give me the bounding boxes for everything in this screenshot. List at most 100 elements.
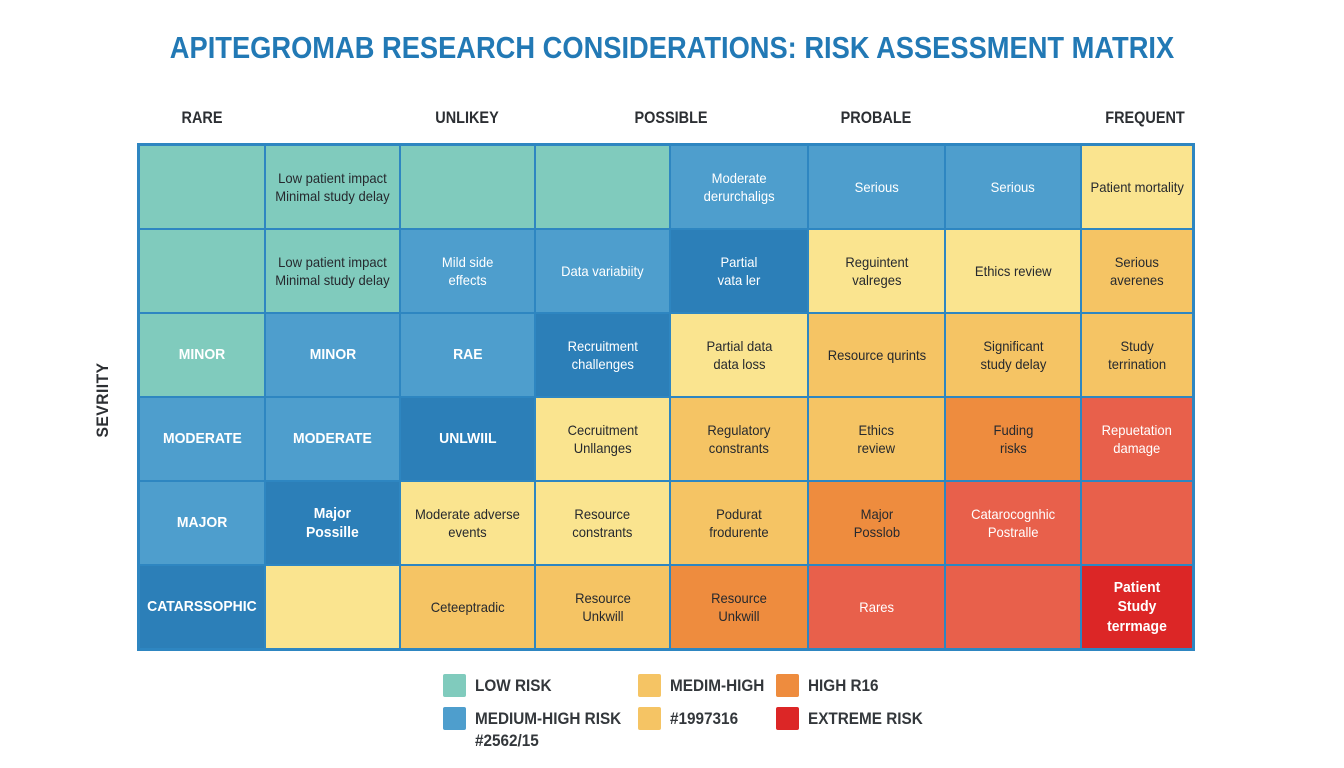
legend-item: EXTREME RISK	[776, 707, 936, 730]
matrix-cell: Ceteeptradic	[400, 565, 535, 649]
matrix-cell-text: Ceteeptradic	[430, 598, 505, 615]
matrix-cell-text: Major Possille	[306, 504, 359, 542]
legend-item: MEDIUM-HIGH RISK #2562/15	[443, 707, 637, 752]
matrix-cell-text: Patient Study terrmage	[1107, 578, 1167, 635]
matrix-cell-text: Recruitment challenges	[567, 337, 638, 372]
matrix-cell: Serious	[808, 145, 945, 229]
legend-label: MEDIM-HIGH	[670, 676, 765, 695]
matrix-cell: Low patient impact Minimal study delay	[265, 229, 400, 313]
legend-label: #1997316	[670, 709, 739, 728]
likelihood-header-row: RARE UNLIKEY POSSIBLE PROBALE FREQUENT	[137, 108, 1191, 134]
matrix-cell	[535, 145, 670, 229]
matrix-cell-text: MINOR	[309, 346, 356, 364]
matrix-cell: Patient Study terrmage	[1081, 565, 1193, 649]
matrix-cell-text: Serious averenes	[1110, 253, 1164, 288]
legend-swatch-extreme-risk	[776, 707, 799, 730]
matrix-cell: Resource qurints	[808, 313, 945, 397]
matrix-cell-text: Patient mortality	[1090, 178, 1184, 195]
matrix-cell-text: Moderate adverse events	[415, 505, 520, 540]
matrix-cell-text: UNLWIIL	[438, 430, 497, 448]
matrix-cell: Partial vata ler	[670, 229, 808, 313]
matrix-cell: UNLWIIL	[400, 397, 535, 481]
matrix-cell-text: Catarocognhic Postralle	[971, 505, 1055, 540]
matrix-cell: Ethics review	[808, 397, 945, 481]
legend-label: MEDIUM-HIGH RISK	[475, 709, 622, 728]
matrix-cell: MAJOR	[139, 481, 265, 565]
matrix-cell: Partial data data loss	[670, 313, 808, 397]
legend-swatch-medium-high-risk	[443, 707, 466, 730]
column-header-possible: POSSIBLE	[634, 108, 708, 127]
matrix-cell-text: MAJOR	[176, 514, 228, 532]
matrix-cell-text: Study terrination	[1108, 337, 1166, 372]
severity-axis-label: SEVRIITY	[93, 362, 112, 438]
matrix-cell: Study terrination	[1081, 313, 1193, 397]
matrix-cell: Serious averenes	[1081, 229, 1193, 313]
matrix-cell: Resource Unkwill	[670, 565, 808, 649]
matrix-cell	[945, 565, 1081, 649]
matrix-cell-text: Low patient impact Minimal study delay	[275, 169, 390, 204]
matrix-cell-text: Resource qurints	[827, 346, 926, 363]
legend-item: #1997316	[638, 707, 746, 730]
matrix-cell	[139, 229, 265, 313]
legend-swatch-high-risk	[776, 674, 799, 697]
matrix-cell-text: Regulatory constrants	[707, 421, 771, 456]
matrix-cell: RAE	[400, 313, 535, 397]
matrix-cell-text: Major Posslob	[853, 505, 900, 540]
matrix-cell: Podurat frodurente	[670, 481, 808, 565]
legend: LOW RISK MEDIM-HIGH HIGH R16 MEDIUM-HIGH…	[443, 674, 1003, 764]
matrix-cell: Regulatory constrants	[670, 397, 808, 481]
matrix-cell: MINOR	[139, 313, 265, 397]
legend-label: EXTREME RISK	[808, 709, 923, 728]
matrix-cell-text: Data variabiity	[561, 262, 644, 279]
matrix-cell-text: Resource Unkwill	[574, 589, 631, 624]
matrix-cell-text: Serious	[854, 178, 899, 195]
legend-item: LOW RISK	[443, 674, 560, 697]
matrix-cell: CATARSSOPHIC	[139, 565, 265, 649]
matrix-cell: Major Possille	[265, 481, 400, 565]
risk-matrix-grid: Low patient impact Minimal study delay M…	[137, 143, 1195, 651]
matrix-cell: Catarocognhic Postralle	[945, 481, 1081, 565]
matrix-cell: Data variabiity	[535, 229, 670, 313]
matrix-cell-text: Partial vata ler	[717, 253, 761, 288]
matrix-cell: Repuetation damage	[1081, 397, 1193, 481]
matrix-cell-text: Ethics review	[857, 421, 896, 456]
matrix-cell: Reguintent valreges	[808, 229, 945, 313]
matrix-cell-text: Cecruitment Unllanges	[567, 421, 638, 456]
legend-sublabel: #2562/15	[475, 731, 539, 750]
matrix-cell-text: Fuding risks	[993, 421, 1033, 456]
legend-label: LOW RISK	[475, 676, 552, 695]
matrix-cell-text: Reguintent valreges	[845, 253, 908, 288]
matrix-cell: Moderate derurchaligs	[670, 145, 808, 229]
matrix-cell: MODERATE	[265, 397, 400, 481]
matrix-cell: Mild side effects	[400, 229, 535, 313]
matrix-cell: Fuding risks	[945, 397, 1081, 481]
matrix-cell: Significant study delay	[945, 313, 1081, 397]
matrix-cell-text: Serious	[990, 178, 1036, 195]
matrix-cell-text: MINOR	[178, 346, 226, 364]
matrix-cell-text: Resource constrants	[572, 505, 633, 540]
matrix-cell: Moderate adverse events	[400, 481, 535, 565]
matrix-cell-text: RAE	[452, 346, 483, 364]
matrix-cell-text: MODERATE	[293, 430, 372, 448]
matrix-cell: Ethics review	[945, 229, 1081, 313]
column-header-unlikely: UNLIKEY	[435, 108, 499, 127]
matrix-cell: Rares	[808, 565, 945, 649]
legend-item: MEDIM-HIGH	[638, 674, 775, 697]
matrix-cell	[1081, 481, 1193, 565]
matrix-cell-text: Moderate derurchaligs	[703, 169, 775, 204]
matrix-cell: MODERATE	[139, 397, 265, 481]
matrix-cell-text: Podurat frodurente	[709, 505, 769, 540]
matrix-cell: Low patient impact Minimal study delay	[265, 145, 400, 229]
matrix-cell-text: Rares	[859, 598, 894, 615]
matrix-cell-text: Ethics review	[974, 262, 1052, 279]
legend-swatch-medium-high	[638, 674, 661, 697]
matrix-cell	[265, 565, 400, 649]
matrix-cell: Patient mortality	[1081, 145, 1193, 229]
matrix-cell: MINOR	[265, 313, 400, 397]
matrix-cell	[400, 145, 535, 229]
column-header-rare: RARE	[181, 108, 223, 127]
page-title: APITEGROMAB RESEARCH CONSIDERATIONS: RIS…	[169, 30, 1175, 65]
matrix-cell: Resource constrants	[535, 481, 670, 565]
matrix-cell-text: Significant study delay	[980, 337, 1046, 372]
matrix-cell-text: MODERATE	[162, 430, 242, 448]
